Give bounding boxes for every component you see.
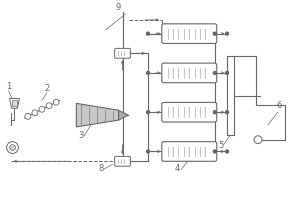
FancyBboxPatch shape	[162, 24, 217, 43]
Circle shape	[226, 111, 229, 114]
FancyBboxPatch shape	[115, 48, 130, 58]
FancyBboxPatch shape	[115, 156, 130, 166]
FancyBboxPatch shape	[162, 63, 217, 83]
Circle shape	[226, 71, 229, 74]
Circle shape	[147, 150, 149, 153]
Circle shape	[32, 110, 38, 116]
Polygon shape	[10, 98, 20, 108]
Circle shape	[254, 136, 262, 144]
Text: 5: 5	[218, 141, 223, 150]
Bar	[227, 56, 234, 135]
Circle shape	[46, 103, 52, 109]
Circle shape	[147, 111, 149, 114]
FancyBboxPatch shape	[162, 102, 217, 122]
Circle shape	[7, 142, 18, 153]
FancyBboxPatch shape	[162, 142, 217, 161]
Circle shape	[213, 111, 216, 114]
Circle shape	[226, 150, 229, 153]
Circle shape	[147, 32, 149, 35]
Circle shape	[53, 99, 59, 105]
Circle shape	[147, 71, 149, 74]
Circle shape	[213, 150, 216, 153]
Circle shape	[25, 113, 31, 119]
Text: 3: 3	[79, 131, 84, 140]
Circle shape	[10, 145, 16, 150]
Text: 8: 8	[98, 164, 104, 173]
Polygon shape	[76, 103, 118, 127]
Circle shape	[39, 106, 45, 112]
Text: 2: 2	[44, 84, 50, 93]
Text: 9: 9	[116, 3, 121, 12]
Text: 4: 4	[175, 164, 180, 173]
Circle shape	[226, 32, 229, 35]
Polygon shape	[118, 110, 128, 120]
Circle shape	[213, 71, 216, 74]
Text: 6: 6	[276, 101, 281, 110]
Bar	[12, 100, 17, 106]
Circle shape	[213, 32, 216, 35]
Text: 1: 1	[6, 82, 11, 91]
